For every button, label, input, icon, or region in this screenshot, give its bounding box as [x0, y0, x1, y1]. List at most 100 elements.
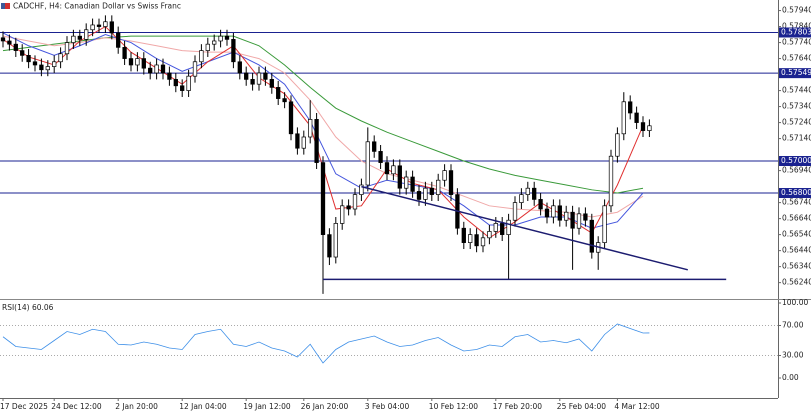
rsi-tick-label: 30.00: [782, 351, 804, 360]
candle-body: [429, 187, 434, 195]
x-tick-label: 26 Jan 20:00: [301, 402, 349, 411]
x-tick-label: 2 Jan 20:00: [115, 402, 158, 411]
candle-body: [551, 205, 556, 218]
candle-body: [269, 79, 274, 88]
candle-body: [372, 141, 377, 152]
y-tick-label: 0.57940: [782, 6, 811, 15]
y-tick-label: 0.57440: [782, 86, 811, 95]
candle-body: [416, 191, 422, 200]
candle-body: [468, 234, 473, 243]
x-tick-label: 19 Jan 12:00: [243, 402, 291, 411]
candle-body: [128, 58, 134, 66]
candle-body: [384, 162, 390, 175]
rsi-tick-label: 100.00: [782, 298, 808, 307]
y-tick-label: 0.56740: [782, 198, 811, 207]
level-label-box: [779, 156, 811, 167]
x-tick-label: 25 Feb 04:00: [557, 402, 606, 411]
moving-average: [2, 32, 644, 229]
candle-body: [224, 35, 230, 40]
y-tick-label: 0.57340: [782, 102, 811, 111]
candle-body: [237, 61, 242, 74]
candle-body: [564, 211, 569, 221]
rsi-title: RSI(14) 60.06: [2, 303, 54, 312]
candle-body: [64, 42, 70, 55]
candle-body: [391, 165, 396, 175]
candle-body: [116, 32, 121, 48]
y-tick-label: 0.56440: [782, 246, 811, 255]
candle-body: [141, 58, 146, 69]
candle-body: [244, 72, 249, 80]
y-tick-label: 0.57140: [782, 134, 811, 143]
candle-body: [263, 72, 268, 80]
x-tick-label: 24 Dec 12:00: [51, 402, 102, 411]
rsi-tick-label: 70.00: [782, 321, 804, 330]
candle-body: [378, 151, 383, 163]
level-label: 0.57803: [781, 27, 811, 36]
candle-body: [320, 162, 326, 235]
level-label-box: [779, 27, 811, 38]
level-label: 0.57000: [781, 156, 811, 165]
candle-body: [615, 133, 620, 157]
candle-body: [640, 122, 646, 131]
candle-body: [32, 61, 38, 66]
candle-body: [199, 50, 204, 63]
candle-body: [647, 125, 652, 131]
candle-body: [26, 55, 31, 63]
candle-body: [96, 24, 102, 27]
level-label: 0.56800: [781, 188, 811, 197]
candle-body: [314, 119, 319, 163]
candle-body: [122, 47, 127, 59]
candle-body: [205, 43, 210, 51]
chart-title: CADCHF, H4: Canadian Dollar vs Swiss Fra…: [13, 2, 181, 11]
candle-body: [621, 101, 626, 135]
candle-body: [602, 205, 607, 243]
candle-body: [557, 205, 562, 221]
candle-body: [365, 141, 370, 186]
candle-body: [7, 40, 12, 45]
level-label-box: [779, 188, 811, 199]
candle-body: [186, 75, 191, 91]
candle-body: [442, 170, 447, 181]
candle-body: [397, 165, 402, 189]
trendline: [361, 185, 688, 271]
rsi-line: [2, 323, 650, 364]
candle-body: [173, 79, 178, 87]
candle-body: [52, 61, 57, 67]
candle-body: [231, 39, 236, 63]
candle-body: [404, 176, 409, 189]
candle-body: [570, 211, 575, 229]
candle-body: [135, 58, 140, 66]
moving-average: [2, 35, 644, 218]
candle-body: [39, 64, 44, 71]
candle-body: [84, 29, 89, 40]
candle-body: [436, 179, 441, 195]
candle-body: [103, 21, 108, 27]
candle-body: [589, 219, 594, 253]
rsi-tick-label: 0.00: [782, 373, 799, 382]
candle-body: [13, 43, 18, 51]
candle-body: [506, 219, 511, 235]
candle-body: [487, 231, 492, 239]
candle-body: [538, 199, 543, 210]
candle-body: [512, 202, 518, 221]
candle-body: [180, 85, 185, 91]
x-tick-label: 10 Feb 12:00: [429, 402, 478, 411]
candle-body: [276, 87, 281, 99]
candle-body: [352, 194, 358, 210]
candle-body: [474, 234, 479, 247]
candle-body: [160, 64, 166, 74]
candle-body: [212, 40, 217, 45]
candle-body: [346, 205, 351, 210]
y-tick-label: 0.57840: [782, 22, 811, 31]
candle-body: [493, 223, 498, 232]
candle-body: [20, 50, 25, 56]
candle-body: [192, 61, 198, 77]
x-tick-label: 12 Jan 04:00: [179, 402, 227, 411]
candle-body: [282, 98, 287, 103]
candle-body: [480, 237, 486, 247]
candle-body: [71, 35, 76, 43]
y-tick-label: 0.56340: [782, 262, 811, 271]
